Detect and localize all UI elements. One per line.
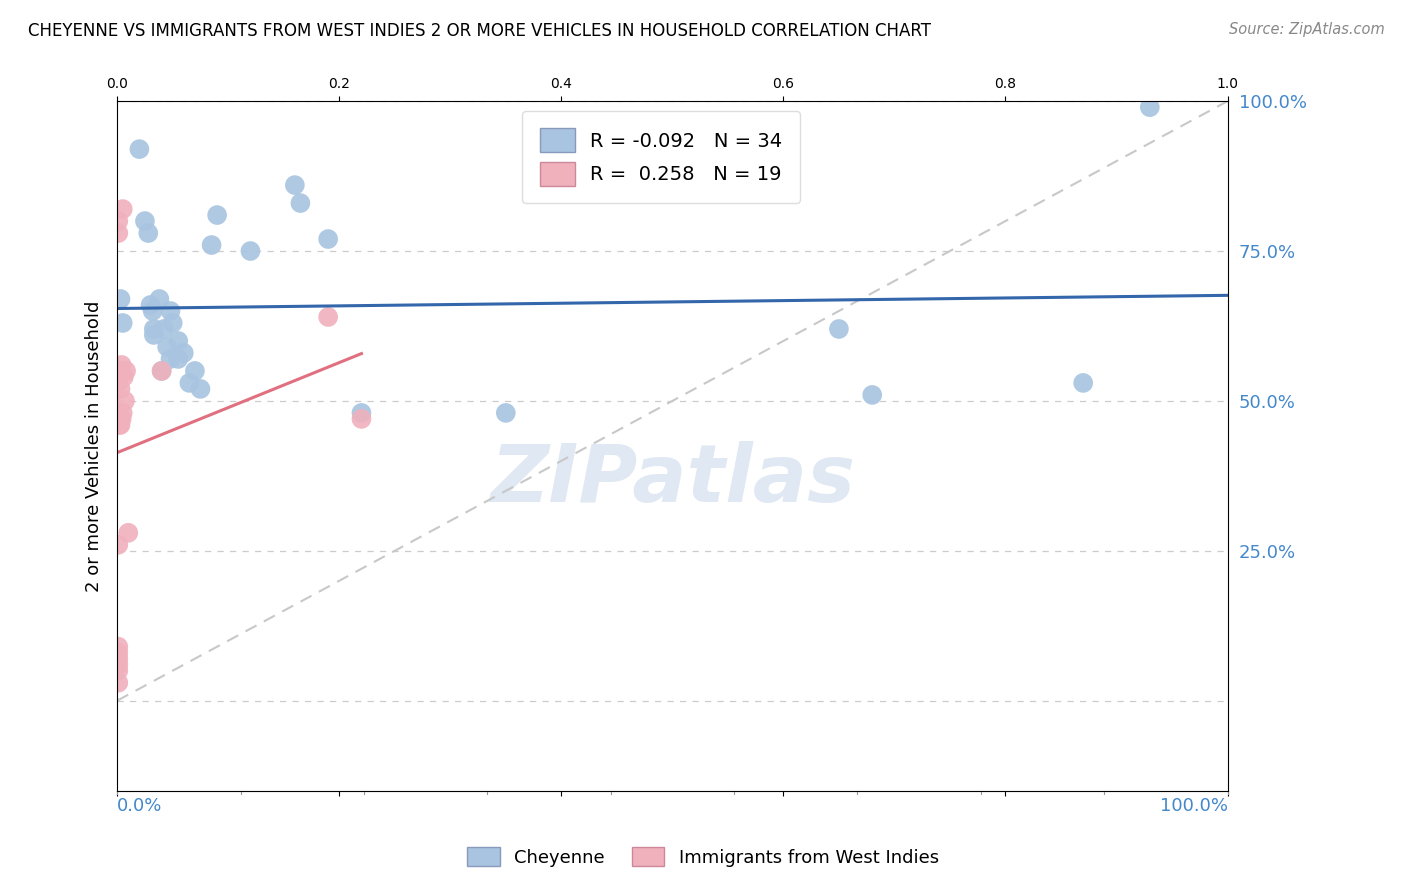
- Point: [239, 244, 262, 258]
- Point: [107, 640, 129, 654]
- Point: [111, 412, 134, 426]
- Point: [128, 142, 150, 156]
- Point: [111, 406, 134, 420]
- Point: [142, 328, 165, 343]
- Point: [159, 351, 181, 366]
- Point: [316, 310, 339, 324]
- Text: Source: ZipAtlas.com: Source: ZipAtlas.com: [1229, 22, 1385, 37]
- Point: [184, 364, 207, 378]
- Point: [1071, 376, 1094, 390]
- Point: [828, 322, 851, 336]
- Point: [107, 657, 129, 672]
- Text: 100.0%: 100.0%: [1160, 797, 1227, 814]
- Point: [350, 406, 373, 420]
- Point: [112, 370, 135, 384]
- Point: [134, 214, 156, 228]
- Y-axis label: 2 or more Vehicles in Household: 2 or more Vehicles in Household: [86, 301, 103, 591]
- Point: [136, 226, 159, 240]
- Point: [290, 196, 312, 211]
- Text: 0.0%: 0.0%: [117, 797, 163, 814]
- Point: [114, 393, 136, 408]
- Point: [110, 364, 132, 378]
- Point: [284, 178, 307, 193]
- Point: [148, 292, 170, 306]
- Point: [115, 364, 138, 378]
- Point: [159, 304, 181, 318]
- Point: [167, 351, 190, 366]
- Point: [107, 376, 129, 390]
- Legend: R = -0.092   N = 34, R =  0.258   N = 19: R = -0.092 N = 34, R = 0.258 N = 19: [523, 111, 800, 203]
- Point: [153, 322, 176, 336]
- Point: [162, 316, 184, 330]
- Point: [108, 417, 131, 432]
- Text: CHEYENNE VS IMMIGRANTS FROM WEST INDIES 2 OR MORE VEHICLES IN HOUSEHOLD CORRELAT: CHEYENNE VS IMMIGRANTS FROM WEST INDIES …: [28, 22, 931, 40]
- Point: [107, 214, 129, 228]
- Point: [107, 226, 129, 240]
- Point: [142, 304, 165, 318]
- Point: [150, 364, 173, 378]
- Point: [142, 322, 165, 336]
- Point: [495, 406, 517, 420]
- Point: [173, 346, 195, 360]
- Point: [111, 316, 134, 330]
- Point: [156, 340, 179, 354]
- Point: [107, 651, 129, 665]
- Point: [117, 525, 139, 540]
- Point: [139, 298, 162, 312]
- Legend: Cheyenne, Immigrants from West Indies: Cheyenne, Immigrants from West Indies: [460, 840, 946, 874]
- Point: [107, 675, 129, 690]
- Point: [107, 664, 129, 678]
- Point: [150, 364, 173, 378]
- Point: [167, 334, 190, 348]
- Point: [111, 358, 134, 372]
- Point: [107, 646, 129, 660]
- Point: [108, 364, 131, 378]
- Point: [107, 538, 129, 552]
- Point: [200, 238, 222, 252]
- Point: [190, 382, 212, 396]
- Point: [860, 388, 883, 402]
- Point: [111, 202, 134, 216]
- Point: [179, 376, 201, 390]
- Point: [350, 412, 373, 426]
- Point: [205, 208, 228, 222]
- Point: [110, 382, 132, 396]
- Point: [110, 417, 132, 432]
- Point: [316, 232, 339, 246]
- Point: [1139, 100, 1161, 114]
- Point: [110, 292, 132, 306]
- Text: ZIPatlas: ZIPatlas: [489, 442, 855, 519]
